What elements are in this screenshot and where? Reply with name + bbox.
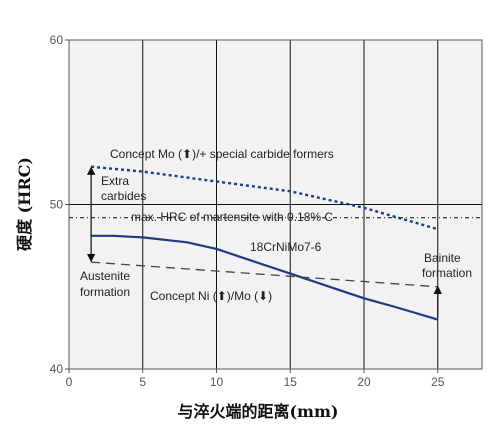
x-axis-title: 与淬火端的距离(mm) <box>177 402 338 421</box>
y-tick-label: 40 <box>50 362 64 376</box>
concept-ni-label: Concept Ni (⬆)/Mo (⬇) <box>150 289 272 303</box>
concept-mo-label: Concept Mo (⬆)/+ special carbide formers <box>110 147 334 161</box>
series-concept-mo <box>90 165 439 231</box>
tick-labels: 0 5 10 15 20 25 40 50 60 <box>50 33 445 389</box>
extra-carbides-label-line1: Extra <box>101 174 129 188</box>
y-tick-label: 60 <box>50 33 64 47</box>
x-tick-label: 15 <box>284 375 298 389</box>
x-tick-label: 20 <box>357 375 371 389</box>
x-tick-label: 5 <box>139 375 146 389</box>
grid <box>69 40 482 369</box>
x-tick-label: 25 <box>431 375 445 389</box>
austenite-formation-label-line2: formation <box>80 285 130 299</box>
series-concept-ni <box>91 261 438 288</box>
annotation-arrows <box>86 166 442 318</box>
bainite-formation-label-line1: Bainite <box>424 251 461 265</box>
series-18crnimo7-6 <box>91 234 439 321</box>
y-tick-label: 50 <box>50 198 64 212</box>
martensite-label: max. HRC of martensite with 0.18% C <box>131 210 333 224</box>
x-tick-label: 0 <box>66 375 73 389</box>
y-axis-title: 硬度 (HRC) <box>15 157 34 251</box>
extra-carbides-label-line2: carbides <box>101 189 146 203</box>
x-tick-label: 10 <box>210 375 224 389</box>
austenite-formation-label-line1: Austenite <box>80 269 130 283</box>
series-lines <box>69 165 482 321</box>
base-steel-label: 18CrNiMo7-6 <box>250 240 322 254</box>
bainite-formation-label-line2: formation <box>422 266 472 280</box>
